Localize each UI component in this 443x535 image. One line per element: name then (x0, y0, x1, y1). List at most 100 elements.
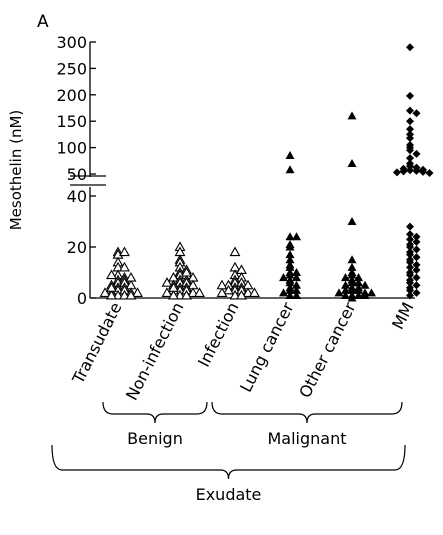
y-tick-label: 50 (67, 165, 87, 184)
data-point (119, 261, 130, 272)
category-label: Non-infection (122, 299, 188, 403)
data-point (285, 285, 295, 294)
bracket-label: Benign (127, 429, 183, 448)
data-point (341, 285, 350, 294)
data-point (285, 165, 295, 174)
group-brackets: Benign Malignant Exudate (51, 401, 406, 504)
data-point (367, 288, 376, 297)
data-point (412, 265, 421, 274)
data-point (347, 217, 357, 225)
data-point (292, 232, 301, 241)
data-point (236, 289, 247, 300)
data-point (406, 146, 414, 155)
data-point (181, 289, 192, 300)
data-point (106, 269, 117, 280)
data-point (292, 268, 301, 276)
data-point (249, 287, 260, 297)
data-point (406, 235, 414, 244)
data-point (354, 278, 363, 287)
data-point (341, 273, 350, 282)
data-point (285, 151, 295, 160)
data-point (106, 289, 117, 300)
data-point (279, 288, 288, 297)
bracket (102, 401, 208, 424)
data-point (406, 117, 414, 126)
data-point (347, 278, 357, 287)
data-point (354, 273, 363, 282)
category-label: Lung cancer (236, 299, 298, 395)
data-point (412, 166, 421, 175)
category-label: Infection (194, 299, 243, 370)
data-point (161, 287, 173, 297)
y-tick-label: 40 (67, 187, 87, 206)
data-point (168, 289, 179, 300)
data-point (406, 106, 414, 115)
data-point (132, 287, 143, 297)
data-point (399, 167, 408, 176)
data-point (406, 278, 414, 287)
category-label: Other cancer (295, 299, 360, 401)
y-tick-label: 150 (56, 112, 87, 131)
data-point (112, 289, 124, 300)
y-axis-label: Mesothelin (nM) (7, 110, 25, 231)
bracket-label: Malignant (267, 429, 346, 448)
data-point (168, 282, 179, 292)
data-point (347, 255, 357, 264)
data-point (285, 290, 295, 299)
data-point (181, 266, 192, 277)
data-point (216, 279, 228, 290)
data-point (341, 290, 350, 299)
data-point (406, 43, 414, 52)
data-point (412, 273, 421, 282)
data-point (419, 167, 427, 176)
data-point (406, 243, 414, 251)
data-point (216, 287, 228, 297)
data-point (347, 270, 357, 279)
data-point (406, 250, 414, 259)
data-point (223, 284, 234, 295)
data-point (412, 109, 421, 118)
data-point (229, 246, 241, 257)
data-point (347, 111, 357, 120)
data-point (354, 290, 363, 299)
bracket-label: Exudate (196, 485, 262, 504)
data-point (341, 280, 350, 289)
data-point (406, 154, 414, 163)
data-point (406, 230, 414, 239)
data-point (347, 285, 357, 294)
category-label: Transudate (68, 299, 126, 387)
data-point (412, 253, 421, 262)
data-point (406, 222, 414, 231)
data-point (292, 280, 301, 289)
y-tick-label: 300 (56, 33, 87, 52)
data-point (119, 246, 130, 257)
data-point (406, 134, 414, 143)
data-point (194, 287, 205, 297)
data-point (406, 286, 414, 295)
axes (70, 42, 415, 299)
data-point (242, 287, 254, 297)
data-point (406, 162, 414, 171)
data-point (406, 263, 414, 272)
data-point (106, 282, 117, 292)
y-tick-label: 20 (67, 238, 87, 257)
data-point (125, 289, 137, 300)
data-point (279, 273, 288, 282)
data-point (425, 168, 434, 177)
data-point (229, 289, 241, 300)
data-point (285, 250, 295, 259)
data-point (412, 288, 421, 297)
data-point (406, 291, 414, 300)
axis-break (70, 175, 106, 186)
data-point (406, 91, 414, 100)
data-point (406, 271, 414, 280)
bracket (51, 444, 406, 480)
data-point (285, 278, 295, 287)
data-point (334, 288, 344, 297)
data-point (412, 232, 421, 241)
data-point (412, 245, 421, 254)
data-point (187, 287, 199, 297)
data-point (285, 262, 295, 271)
data-point (285, 242, 295, 251)
